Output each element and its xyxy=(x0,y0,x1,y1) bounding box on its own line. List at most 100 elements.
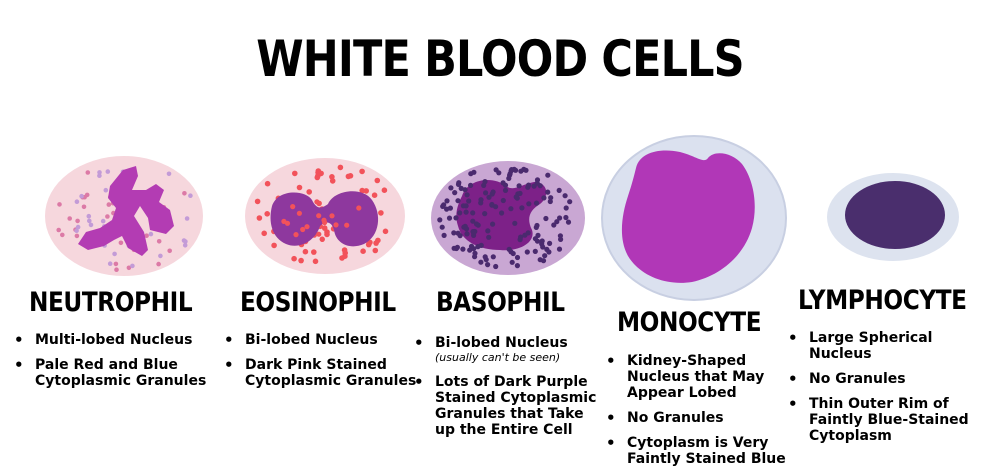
neutrophil-granule xyxy=(156,261,161,267)
eosinophil-granule xyxy=(311,249,317,255)
eosinophil-granule xyxy=(382,228,389,235)
basophil-granule xyxy=(546,249,552,255)
page-title: WHITE BLOOD CELLS xyxy=(256,30,744,88)
list-item: Cytoplasm is Very Faintly Stained Blue xyxy=(604,435,794,467)
list-item: Bi-lobed Nucleus xyxy=(222,332,422,348)
list-item: Thin Outer Rim of Faintly Blue-Stained C… xyxy=(786,396,991,444)
basophil-granule xyxy=(518,234,524,240)
cell-name-eosinophil: EOSINOPHIL xyxy=(240,287,396,318)
neutrophil-granule xyxy=(158,253,163,259)
neutrophil-granule xyxy=(56,227,61,233)
list-item: Pale Red and Blue Cytoplasmic Granules xyxy=(12,357,212,389)
neutrophil-granule xyxy=(148,231,154,237)
neutrophil-granule xyxy=(75,218,80,224)
eosinophil-granule xyxy=(363,188,370,194)
list-item: Bi-lobed Nucleus (usually can't be seen) xyxy=(412,335,602,365)
basophil-granule xyxy=(533,200,540,206)
basophil-granule xyxy=(500,180,506,186)
basophil-granule xyxy=(539,238,545,244)
bullet-text: Bi-lobed Nucleus xyxy=(435,335,568,351)
neutrophil-granule xyxy=(188,193,193,198)
basophil-granule xyxy=(466,198,472,204)
basophil-granule xyxy=(499,210,505,216)
basophil-granule xyxy=(540,244,546,250)
neutrophil-granule xyxy=(79,193,84,199)
monocyte-nucleus xyxy=(621,150,755,283)
eosinophil-granule xyxy=(337,164,344,171)
basophil-granule xyxy=(517,190,523,196)
basophil-granule xyxy=(440,203,446,209)
basophil-granule xyxy=(500,197,506,204)
cell-name-basophil: BASOPHIL xyxy=(436,287,565,318)
cell-name-neutrophil: NEUTROPHIL xyxy=(29,287,193,318)
basophil-granule xyxy=(490,254,496,260)
basophil-granule xyxy=(481,182,487,188)
neutrophil-granule xyxy=(105,214,110,219)
basophil-granule xyxy=(508,206,514,212)
basophil-granule xyxy=(490,189,496,195)
basophil-granule xyxy=(540,258,547,264)
basophil-granule xyxy=(470,229,477,236)
eosinophil-granule xyxy=(315,168,322,174)
eosinophil-granule xyxy=(344,222,350,228)
eosinophil-granule xyxy=(375,237,381,244)
lymphocyte-features: Large Spherical Nucleus No Granules Thin… xyxy=(786,330,991,453)
neutrophil-granule xyxy=(106,202,112,207)
basophil-granule xyxy=(451,230,457,236)
neutrophil-nucleus xyxy=(78,166,174,256)
neutrophil-granule xyxy=(87,218,92,224)
basophil-granule xyxy=(496,170,502,176)
neutrophil-granule xyxy=(112,251,117,257)
eosinophil-granule xyxy=(314,174,321,181)
basophil-granule xyxy=(455,198,461,204)
basophil-granule xyxy=(463,226,470,232)
neutrophil-granule xyxy=(97,173,102,178)
basophil-granule xyxy=(489,201,495,208)
list-item: No Granules xyxy=(604,410,794,426)
basophil-granule xyxy=(534,177,541,183)
eosinophil-granule xyxy=(306,189,313,195)
eosinophil-granule xyxy=(319,236,325,242)
basophil-granule xyxy=(567,199,573,205)
neutrophil-granule xyxy=(75,224,81,230)
basophil-granule xyxy=(470,218,476,224)
monocyte-features: Kidney-Shaped Nucleus that May Appear Lo… xyxy=(604,353,794,476)
eosinophil-granule xyxy=(329,213,335,219)
basophil-granule xyxy=(556,187,562,193)
eosinophil-granule xyxy=(264,180,271,187)
basophil-granule xyxy=(563,214,569,221)
neutrophil-granule xyxy=(100,218,106,224)
eosinophil-features: Bi-lobed Nucleus Dark Pink Stained Cytop… xyxy=(222,332,422,398)
neutrophil-granule xyxy=(81,204,87,210)
basophil-granule xyxy=(516,183,522,189)
basophil-granule xyxy=(547,198,553,205)
basophil-granule xyxy=(511,166,517,172)
basophil-granule xyxy=(513,194,519,200)
neutrophil-granule xyxy=(88,222,94,228)
eosinophil-granule xyxy=(298,257,304,264)
neutrophil-granule xyxy=(184,216,190,221)
basophil-granule xyxy=(554,219,560,225)
basophil-granule xyxy=(467,247,473,253)
neutrophil-granule xyxy=(126,265,132,271)
eosinophil-granule xyxy=(324,231,330,238)
basophil-granule xyxy=(526,201,532,207)
basophil-granules xyxy=(437,166,573,270)
eosinophil-granule xyxy=(302,248,309,255)
neutrophil-granule xyxy=(144,233,149,238)
neutrophil-granule xyxy=(85,170,91,175)
eosinophil-granule xyxy=(314,199,320,205)
basophil-granule xyxy=(509,259,515,265)
basophil-granule xyxy=(542,253,548,259)
basophil-granule xyxy=(518,168,524,174)
basophil-granule xyxy=(446,215,453,221)
basophil-granule xyxy=(556,246,563,252)
neutrophil-granule xyxy=(103,187,109,193)
basophil-features: Bi-lobed Nucleus (usually can't be seen)… xyxy=(412,335,602,447)
eosinophil-granule xyxy=(359,168,365,175)
basophil-granule xyxy=(534,238,541,244)
list-item: Dark Pink Stained Cytoplasmic Granules xyxy=(222,357,422,389)
